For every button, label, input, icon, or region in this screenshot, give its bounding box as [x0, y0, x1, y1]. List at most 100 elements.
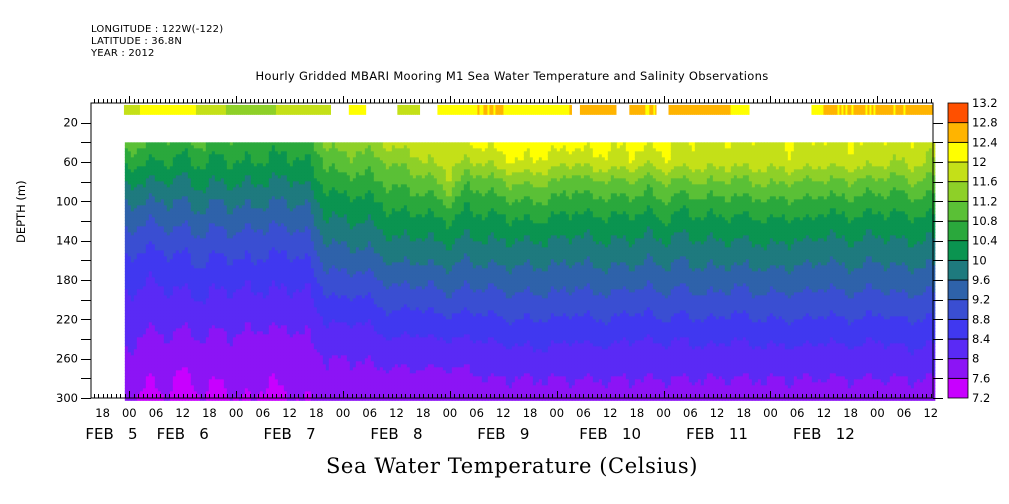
field-cell — [203, 220, 207, 224]
field-cell — [263, 271, 267, 275]
field-cell — [161, 247, 165, 251]
field-cell — [245, 151, 249, 155]
field-cell — [287, 190, 291, 194]
field-cell — [269, 331, 273, 335]
field-cell — [170, 313, 174, 317]
field-cell — [266, 223, 270, 227]
field-cell — [176, 349, 180, 353]
field-cell — [203, 280, 207, 284]
field-cell — [179, 343, 183, 347]
field-cell — [128, 358, 132, 362]
field-cell — [206, 307, 210, 311]
field-cell — [245, 196, 249, 200]
field-cell — [236, 223, 240, 227]
field-cell — [137, 175, 141, 179]
field-cell — [131, 181, 135, 185]
field-cell — [197, 388, 201, 392]
field-cell — [179, 208, 183, 212]
field-cell — [269, 319, 273, 323]
field-cell — [152, 322, 156, 326]
field-cell — [233, 355, 237, 359]
field-cell — [179, 196, 183, 200]
field-cell — [221, 148, 225, 152]
field-cell — [170, 268, 174, 272]
field-cell — [215, 337, 219, 341]
field-cell — [128, 310, 132, 314]
field-cell — [263, 169, 267, 173]
field-cell — [206, 223, 210, 227]
field-cell — [134, 334, 138, 338]
field-cell — [257, 322, 261, 326]
field-cell — [278, 271, 282, 275]
field-cell — [275, 148, 279, 152]
field-cell — [233, 274, 237, 278]
field-cell — [182, 283, 186, 287]
field-cell — [269, 283, 273, 287]
field-cell — [227, 223, 231, 227]
field-cell — [245, 268, 249, 272]
field-cell — [125, 151, 129, 155]
field-cell — [290, 388, 294, 392]
field-cell — [272, 385, 276, 389]
field-cell — [149, 220, 153, 224]
field-cell — [164, 358, 168, 362]
field-cell — [281, 328, 285, 332]
field-cell — [287, 289, 291, 293]
field-cell — [266, 157, 270, 161]
field-cell — [296, 328, 300, 332]
field-cell — [185, 328, 189, 332]
field-cell — [128, 196, 132, 200]
field-cell — [239, 199, 243, 203]
field-cell — [188, 373, 192, 377]
field-cell — [218, 166, 222, 170]
field-cell — [218, 274, 222, 278]
field-cell — [200, 358, 204, 362]
field-cell — [194, 373, 198, 377]
field-cell — [155, 187, 159, 191]
field-cell — [170, 184, 174, 188]
field-cell — [191, 352, 195, 356]
field-cell — [173, 232, 177, 236]
field-cell — [296, 361, 300, 365]
field-cell — [137, 376, 141, 380]
field-cell — [185, 304, 189, 308]
field-cell — [149, 364, 153, 368]
field-cell — [191, 343, 195, 347]
field-cell — [296, 211, 300, 215]
field-cell — [224, 202, 228, 206]
field-cell — [161, 337, 165, 341]
field-cell — [158, 286, 162, 290]
field-cell — [281, 151, 285, 155]
field-cell — [251, 190, 255, 194]
field-cell — [275, 256, 279, 260]
field-cell — [227, 229, 231, 233]
field-cell — [233, 217, 237, 221]
field-cell — [179, 331, 183, 335]
field-cell — [275, 337, 279, 341]
field-cell — [230, 232, 234, 236]
field-cell — [149, 304, 153, 308]
field-cell — [278, 283, 282, 287]
field-cell — [245, 334, 249, 338]
field-cell — [137, 196, 141, 200]
field-cell — [224, 325, 228, 329]
field-cell — [170, 352, 174, 356]
field-cell — [296, 358, 300, 362]
field-cell — [269, 250, 273, 254]
field-cell — [287, 217, 291, 221]
field-cell — [128, 268, 132, 272]
field-cell — [155, 355, 159, 359]
field-cell — [173, 301, 177, 305]
field-cell — [287, 301, 291, 305]
field-cell — [179, 358, 183, 362]
field-cell — [188, 220, 192, 224]
field-cell — [158, 259, 162, 263]
field-cell — [203, 181, 207, 185]
field-cell — [191, 364, 195, 368]
field-cell — [224, 361, 228, 365]
field-cell — [230, 241, 234, 245]
field-cell — [197, 193, 201, 197]
field-cell — [281, 382, 285, 386]
field-cell — [158, 199, 162, 203]
field-cell — [221, 241, 225, 245]
